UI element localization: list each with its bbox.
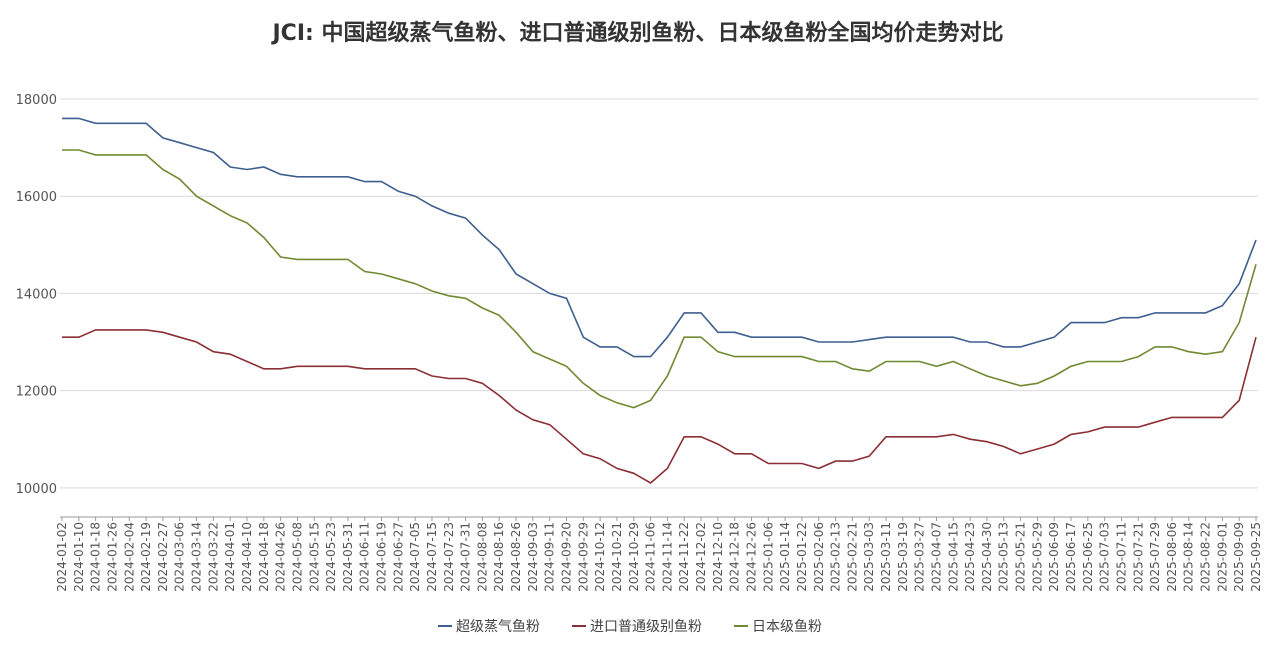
x-tick-label: 2025-07-03 bbox=[1098, 522, 1112, 592]
x-tick-label: 2024-05-31 bbox=[341, 522, 355, 592]
x-tick-label: 2025-09-01 bbox=[1215, 522, 1229, 592]
x-tick-label: 2025-02-06 bbox=[812, 522, 826, 592]
x-tick-label: 2025-05-21 bbox=[1014, 522, 1028, 592]
x-tick-label: 2024-03-06 bbox=[173, 522, 187, 592]
x-tick-label: 2025-02-21 bbox=[845, 522, 859, 592]
x-tick-label: 2024-11-22 bbox=[677, 522, 691, 592]
x-tick-label: 2025-09-09 bbox=[1232, 522, 1246, 592]
y-tick-label: 18000 bbox=[16, 93, 57, 108]
series-line bbox=[62, 117, 1257, 358]
x-tick-label: 2025-08-14 bbox=[1182, 522, 1196, 592]
x-tick-label: 2024-05-08 bbox=[290, 522, 304, 592]
x-tick-label: 2024-01-10 bbox=[72, 522, 86, 592]
x-tick-label: 2025-09-25 bbox=[1249, 522, 1263, 592]
x-tick-label: 2025-07-11 bbox=[1114, 522, 1128, 592]
y-tick-label: 10000 bbox=[16, 482, 57, 497]
x-tick-label: 2024-12-10 bbox=[711, 522, 725, 592]
chart-title: JCI: 中国超级蒸气鱼粉、进口普通级别鱼粉、日本级鱼粉全国均价走势对比 bbox=[271, 20, 1004, 46]
x-tick-label: 2024-12-02 bbox=[694, 522, 708, 592]
x-tick-label: 2024-07-15 bbox=[425, 522, 439, 592]
x-tick-label: 2024-11-14 bbox=[660, 522, 674, 592]
x-tick-label: 2024-11-06 bbox=[644, 522, 658, 592]
x-tick-label: 2025-07-21 bbox=[1131, 522, 1145, 592]
x-tick-label: 2024-06-19 bbox=[375, 522, 389, 592]
x-tick-label: 2024-03-14 bbox=[190, 522, 204, 592]
x-tick-label: 2024-04-01 bbox=[223, 522, 237, 592]
x-tick-label: 2025-06-25 bbox=[1081, 522, 1095, 592]
x-tick-label: 2024-08-16 bbox=[492, 522, 506, 592]
x-tick-label: 2025-08-22 bbox=[1199, 522, 1213, 592]
x-tick-label: 2024-09-29 bbox=[576, 522, 590, 592]
x-tick-label: 2025-07-29 bbox=[1148, 522, 1162, 592]
x-tick-label: 2025-03-03 bbox=[862, 522, 876, 592]
x-tick-label: 2024-09-03 bbox=[526, 522, 540, 592]
x-tick-label: 2024-07-05 bbox=[408, 522, 422, 592]
x-tick-label: 2025-06-09 bbox=[1047, 522, 1061, 592]
x-tick-label: 2024-08-26 bbox=[509, 522, 523, 592]
legend-label: 超级蒸气鱼粉 bbox=[456, 618, 540, 635]
x-tick-label: 2024-04-10 bbox=[240, 522, 254, 592]
x-tick-label: 2025-06-17 bbox=[1064, 522, 1078, 592]
x-tick-label: 2024-02-04 bbox=[122, 522, 136, 592]
x-tick-label: 2024-06-27 bbox=[391, 522, 405, 592]
y-tick-label: 12000 bbox=[16, 385, 57, 400]
x-tick-label: 2024-12-18 bbox=[728, 522, 742, 592]
x-tick-label: 2024-09-11 bbox=[543, 522, 557, 592]
x-tick-label: 2024-02-27 bbox=[156, 522, 170, 592]
legend-label: 进口普通级别鱼粉 bbox=[590, 618, 702, 635]
x-tick-label: 2025-03-11 bbox=[879, 522, 893, 592]
x-tick-label: 2024-05-15 bbox=[307, 522, 321, 592]
x-tick-label: 2024-04-26 bbox=[274, 522, 288, 592]
x-tick-label: 2025-04-15 bbox=[946, 522, 960, 592]
x-tick-label: 2025-03-19 bbox=[896, 522, 910, 592]
x-tick-label: 2024-10-12 bbox=[593, 522, 607, 592]
x-tick-label: 2024-01-18 bbox=[89, 522, 103, 592]
x-tick-label: 2024-08-08 bbox=[475, 522, 489, 592]
y-tick-label: 14000 bbox=[16, 287, 57, 302]
x-tick-label: 2025-04-30 bbox=[980, 522, 994, 592]
x-tick-label: 2024-03-22 bbox=[206, 522, 220, 592]
x-tick-label: 2024-07-23 bbox=[442, 522, 456, 592]
y-tick-label: 16000 bbox=[16, 190, 57, 205]
x-tick-label: 2024-12-26 bbox=[744, 522, 758, 592]
x-tick-label: 2025-01-14 bbox=[778, 522, 792, 592]
series-line bbox=[62, 329, 1257, 484]
x-tick-label: 2025-05-29 bbox=[1030, 522, 1044, 592]
x-tick-label: 2025-04-07 bbox=[929, 522, 943, 592]
legend-label: 日本级鱼粉 bbox=[752, 618, 822, 635]
x-tick-label: 2024-07-31 bbox=[459, 522, 473, 592]
x-tick-label: 2025-05-13 bbox=[997, 522, 1011, 592]
x-tick-label: 2024-04-18 bbox=[257, 522, 271, 592]
x-tick-label: 2024-02-19 bbox=[139, 522, 153, 592]
x-tick-label: 2024-10-21 bbox=[610, 522, 624, 592]
x-tick-label: 2025-03-27 bbox=[913, 522, 927, 592]
x-tick-label: 2025-08-06 bbox=[1165, 522, 1179, 592]
x-tick-label: 2025-01-22 bbox=[795, 522, 809, 592]
x-tick-label: 2024-01-02 bbox=[55, 522, 69, 592]
x-tick-label: 2024-05-23 bbox=[324, 522, 338, 592]
x-tick-label: 2024-09-20 bbox=[560, 522, 574, 592]
x-tick-label: 2025-01-06 bbox=[761, 522, 775, 592]
x-tick-label: 2024-01-26 bbox=[105, 522, 119, 592]
series-line bbox=[62, 149, 1257, 409]
x-tick-label: 2024-10-29 bbox=[627, 522, 641, 592]
x-tick-label: 2025-02-13 bbox=[829, 522, 843, 592]
x-tick-label: 2025-04-23 bbox=[963, 522, 977, 592]
x-tick-label: 2024-06-11 bbox=[358, 522, 372, 592]
